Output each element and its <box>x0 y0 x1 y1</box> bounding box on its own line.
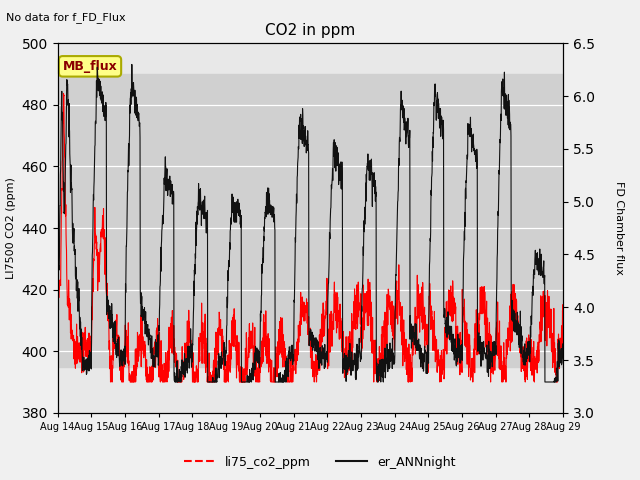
Y-axis label: LI7500 CO2 (ppm): LI7500 CO2 (ppm) <box>6 177 16 279</box>
Title: CO2 in ppm: CO2 in ppm <box>265 23 356 38</box>
Legend: li75_co2_ppm, er_ANNnight: li75_co2_ppm, er_ANNnight <box>179 451 461 474</box>
Text: No data for f_FD_Flux: No data for f_FD_Flux <box>6 12 126 23</box>
Y-axis label: FD Chamber flux: FD Chamber flux <box>614 181 625 275</box>
Text: MB_flux: MB_flux <box>63 60 117 73</box>
Bar <box>58 74 563 367</box>
